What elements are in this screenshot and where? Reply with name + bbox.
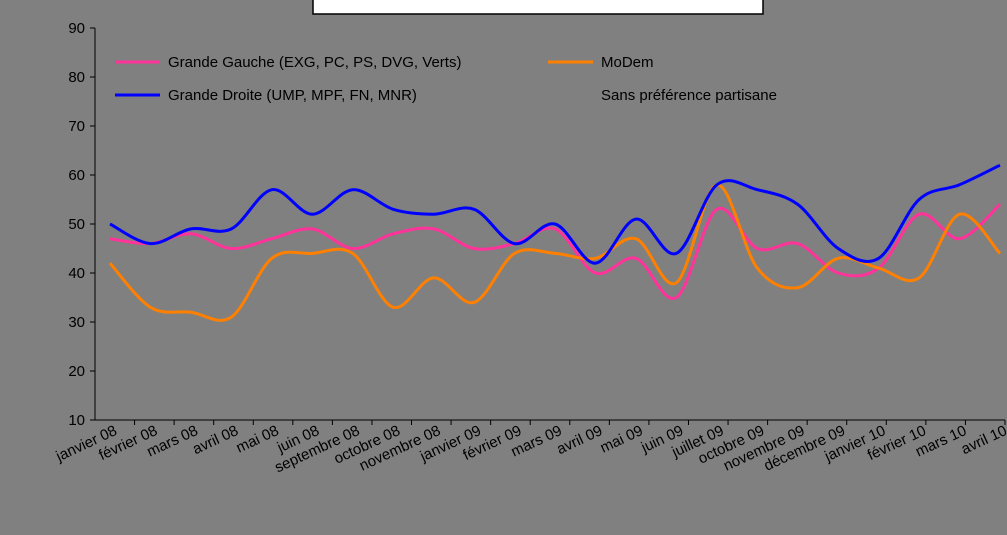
legend-label: Grande Droite (UMP, MPF, FN, MNR)	[168, 87, 417, 104]
x-tick-label: avril 10	[959, 422, 1007, 458]
title-box	[312, 0, 764, 15]
y-tick-label: 10	[68, 412, 85, 429]
series-line	[109, 163, 1001, 265]
x-tick-label: avril 09	[554, 422, 605, 458]
legend-label: Grande Gauche (EXG, PC, PS, DVG, Verts)	[168, 54, 461, 71]
y-tick-label: 30	[68, 314, 85, 331]
series-line	[108, 183, 1002, 322]
series-line	[109, 203, 1002, 300]
x-tick-label: avril 08	[190, 422, 241, 458]
y-tick-label: 50	[68, 216, 85, 233]
x-tick-label: mai 08	[234, 422, 282, 456]
y-tick-label: 70	[68, 118, 85, 135]
legend-label: Sans préférence partisane	[601, 87, 777, 104]
y-tick-label: 60	[68, 167, 85, 184]
y-tick-label: 20	[68, 363, 85, 380]
y-tick-label: 90	[68, 20, 85, 37]
legend-label: MoDem	[601, 54, 654, 71]
x-tick-label: mai 09	[598, 422, 646, 456]
y-tick-label: 80	[68, 69, 85, 86]
y-tick-label: 40	[68, 265, 85, 282]
